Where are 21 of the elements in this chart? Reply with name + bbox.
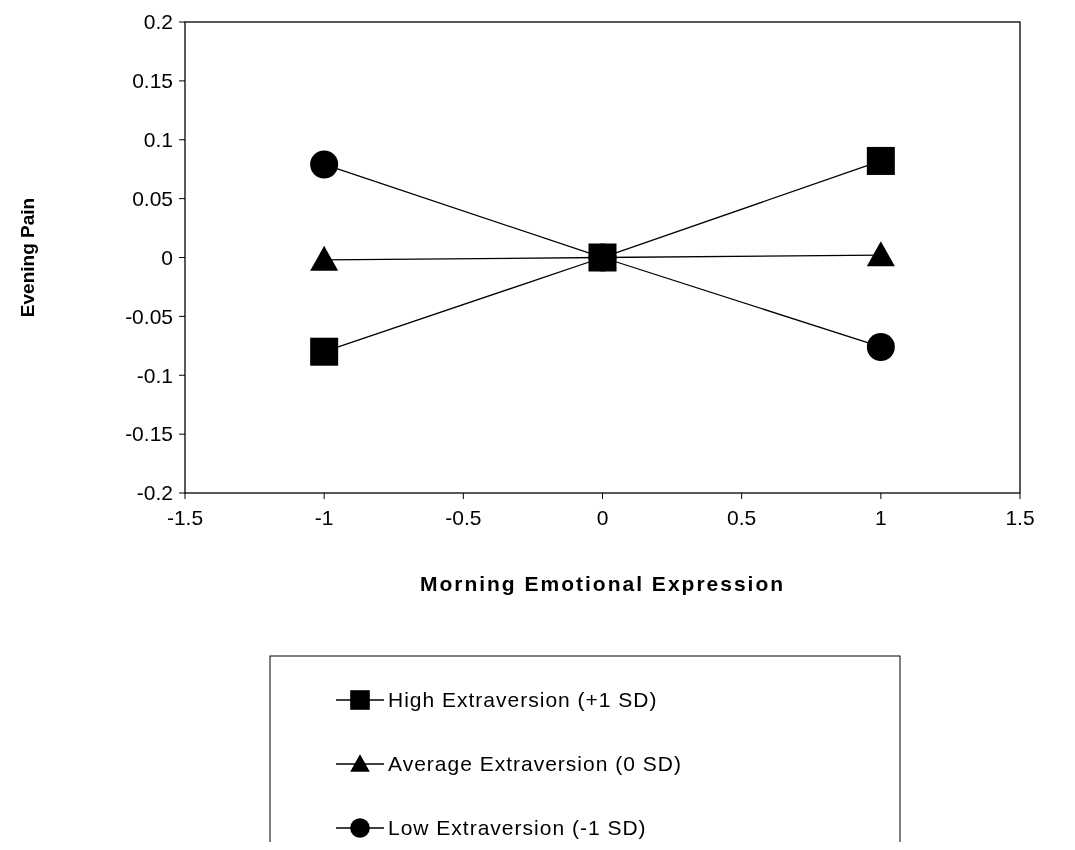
y-tick-label: 0.1 bbox=[143, 128, 173, 152]
x-tick-label: 1.5 bbox=[1005, 506, 1035, 529]
legend-label: Low Extraversion (-1 SD) bbox=[388, 816, 647, 840]
x-tick-label: 1 bbox=[874, 506, 887, 529]
x-axis-title: Morning Emotional Expression bbox=[419, 572, 786, 595]
y-axis-title: Evening Pain bbox=[17, 197, 38, 318]
x-tick-label: 0 bbox=[596, 506, 609, 529]
x-tick-label: -0.5 bbox=[445, 506, 482, 529]
legend-label: Average Extraversion (0 SD) bbox=[388, 752, 682, 776]
x-tick-label: -1 bbox=[314, 506, 334, 529]
y-tick-label: 0.15 bbox=[132, 69, 173, 93]
y-tick-label: -0.1 bbox=[136, 363, 173, 387]
x-tick-label: -1.5 bbox=[166, 506, 204, 529]
x-tick-label: 0.5 bbox=[727, 506, 757, 529]
y-tick-label: 0 bbox=[161, 245, 173, 269]
y-tick-label: 0.05 bbox=[132, 186, 173, 210]
y-tick-label: -0.2 bbox=[136, 481, 173, 505]
y-tick-label: -0.15 bbox=[125, 422, 173, 446]
legend-label: High Extraversion (+1 SD) bbox=[388, 688, 658, 712]
y-tick-label: 0.2 bbox=[143, 10, 173, 34]
y-tick-label: -0.05 bbox=[125, 304, 173, 328]
